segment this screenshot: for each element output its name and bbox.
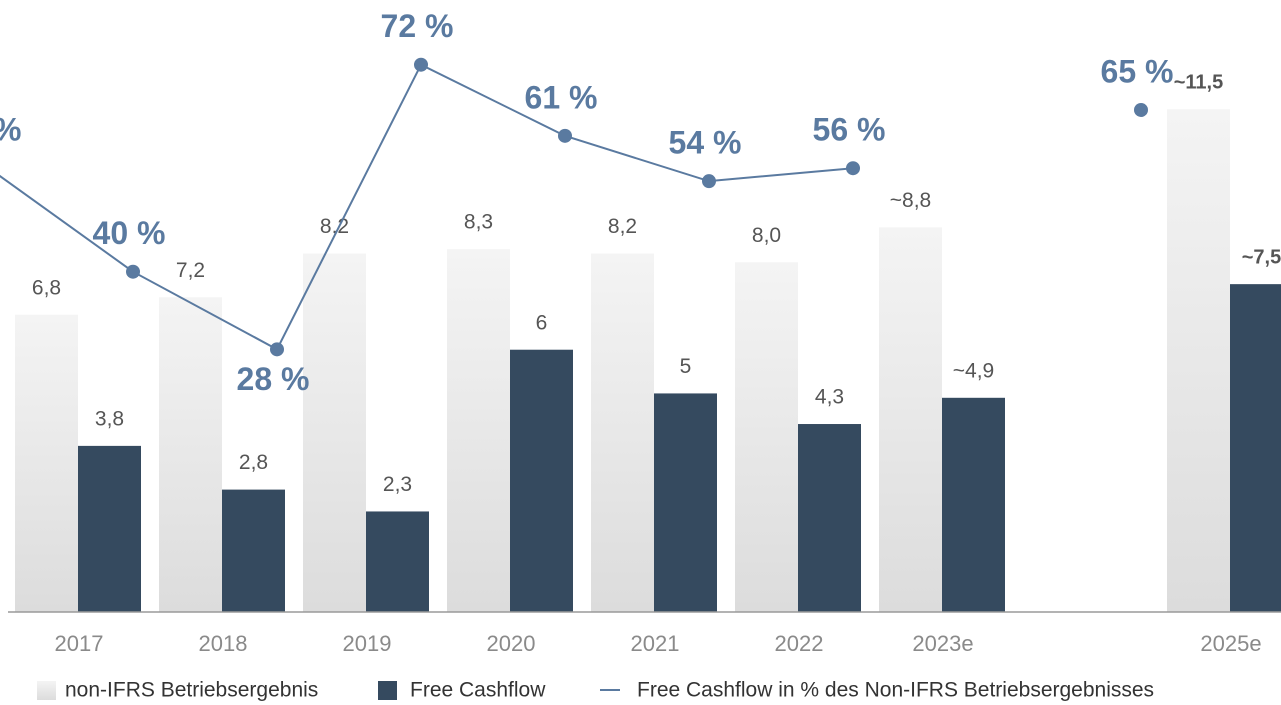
bar (303, 253, 366, 613)
data-label: 2,8 (239, 451, 268, 474)
bar (1167, 109, 1230, 613)
legend-label: Free Cashflow (410, 679, 546, 702)
bar (591, 253, 654, 613)
line-point (414, 57, 428, 72)
data-label: 2,3 (383, 473, 412, 496)
line-point (270, 342, 284, 357)
legend-label: non-IFRS Betriebsergebnis (65, 679, 318, 702)
x-tick-label: 2025e (1200, 631, 1261, 656)
bar (15, 314, 78, 612)
data-label: 7,2 (176, 259, 205, 282)
data-label: 8,2 (608, 215, 637, 238)
legend-swatch (37, 681, 56, 700)
data-label: 5 (680, 355, 692, 378)
x-tick-label: 2020 (487, 631, 536, 656)
data-label: 8,3 (464, 211, 493, 234)
data-label: 4,3 (815, 386, 844, 409)
x-tick-label: 2017 (55, 631, 104, 656)
data-label: 6,8 (32, 276, 61, 299)
data-label: 56 % (813, 112, 886, 148)
bar (78, 445, 141, 612)
data-label: 65 % (1101, 53, 1174, 89)
x-tick-label: 2019 (343, 631, 392, 656)
line-point (702, 174, 716, 189)
bar (366, 511, 429, 612)
data-label: 54 % (669, 125, 742, 161)
bar (654, 393, 717, 612)
bar (942, 397, 1005, 612)
x-tick-label: 2018 (199, 631, 248, 656)
x-tick-label: 2022 (775, 631, 824, 656)
bar (735, 262, 798, 612)
data-label: 61 % (525, 79, 598, 115)
legend-label: Free Cashflow in % des Non-IFRS Betriebs… (637, 679, 1154, 702)
bar (447, 249, 510, 612)
bar (798, 424, 861, 612)
line-point (126, 264, 140, 279)
data-label: 40 % (93, 215, 166, 251)
line-point (1134, 102, 1148, 117)
legend-swatch (378, 681, 397, 700)
line-point (846, 161, 860, 176)
bar (159, 297, 222, 612)
bar (1230, 284, 1281, 612)
x-tick-label: 2021 (631, 631, 680, 656)
data-label: 3,8 (95, 407, 124, 430)
data-label: 6 (536, 311, 548, 334)
data-label: ~11,5 (1174, 72, 1224, 94)
data-label: ~4,9 (953, 359, 994, 382)
bar (510, 349, 573, 612)
x-tick-label: 2023e (912, 631, 973, 656)
data-label: 72 % (381, 8, 454, 44)
data-label: ~7,5 (1242, 246, 1281, 268)
bar (222, 489, 285, 612)
data-label: 8,0 (752, 224, 781, 247)
data-label: 28 % (237, 361, 310, 397)
data-label: 56 % (0, 112, 21, 148)
data-label: ~8,8 (890, 189, 931, 212)
bar (879, 227, 942, 613)
line-point (558, 128, 572, 143)
